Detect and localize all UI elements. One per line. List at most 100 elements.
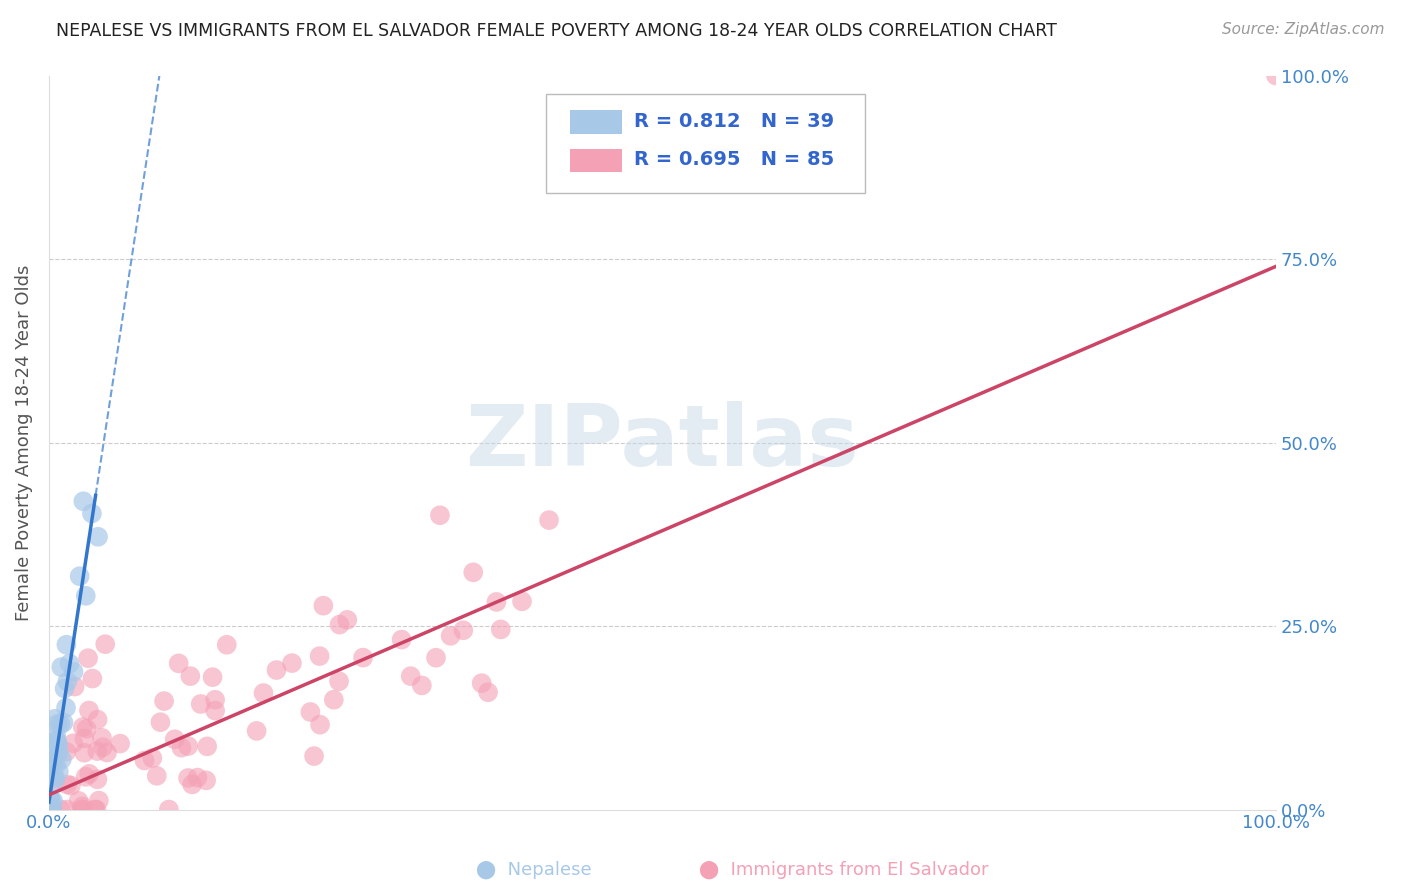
Point (45, 733, 67, 747)
Point (39, 792, 62, 806)
Point (58, 657, 80, 671)
Point (167, 657, 190, 671)
Point (510, 594, 533, 608)
Point (157, 803, 180, 817)
Point (48, 746, 70, 760)
Point (252, 686, 274, 700)
Point (53, 681, 76, 696)
Point (91, 731, 114, 745)
Point (215, 638, 238, 652)
Point (62, 736, 84, 750)
Point (39, 803, 62, 817)
Point (41, 803, 63, 817)
FancyBboxPatch shape (546, 94, 865, 193)
Text: R = 0.695   N = 85: R = 0.695 N = 85 (634, 151, 835, 169)
Point (82, 672, 104, 686)
Point (177, 771, 200, 785)
Point (440, 629, 463, 643)
Point (63, 680, 86, 694)
Point (67, 794, 90, 808)
Point (195, 773, 218, 788)
Point (59, 779, 82, 793)
Point (177, 739, 200, 753)
Point (55, 638, 77, 652)
Point (485, 595, 508, 609)
Point (55, 700, 77, 714)
Point (86, 713, 108, 727)
Point (39, 792, 62, 806)
Text: ⬤  Immigrants from El Salvador: ⬤ Immigrants from El Salvador (699, 861, 988, 879)
Point (163, 732, 186, 747)
Point (328, 617, 350, 632)
Point (302, 749, 325, 764)
Point (134, 754, 156, 768)
Point (69, 569, 91, 583)
Point (72, 799, 94, 814)
Point (153, 694, 176, 708)
Point (45, 757, 67, 772)
Point (266, 663, 288, 677)
Text: NEPALESE VS IMMIGRANTS FROM EL SALVADOR FEMALE POVERTY AMONG 18-24 YEAR OLDS COR: NEPALESE VS IMMIGRANTS FROM EL SALVADOR … (56, 22, 1057, 40)
Point (309, 717, 332, 731)
Point (181, 777, 204, 791)
Point (328, 674, 350, 689)
Point (51, 752, 73, 766)
Point (49, 717, 72, 731)
Point (77, 704, 100, 718)
Text: ZIPatlas: ZIPatlas (465, 401, 859, 484)
Point (201, 670, 224, 684)
Point (41, 803, 63, 817)
Point (70, 803, 93, 817)
Point (72, 720, 94, 734)
Text: R = 0.812   N = 39: R = 0.812 N = 39 (634, 112, 834, 130)
Point (336, 613, 359, 627)
Point (146, 769, 169, 783)
Point (76, 722, 98, 736)
Point (108, 737, 131, 751)
Point (322, 692, 344, 706)
Point (39, 800, 62, 814)
Point (46, 734, 69, 748)
Point (1265, 69, 1288, 83)
Point (463, 566, 485, 580)
FancyBboxPatch shape (571, 110, 621, 134)
Point (56, 674, 79, 689)
Point (86, 772, 108, 787)
Point (80, 507, 103, 521)
Point (42, 794, 65, 808)
Point (299, 705, 322, 719)
Point (312, 599, 335, 613)
Point (49, 803, 72, 817)
Point (46, 716, 69, 731)
Point (72, 803, 94, 817)
Point (149, 715, 172, 730)
Y-axis label: Female Poverty Among 18-24 Year Olds: Female Poverty Among 18-24 Year Olds (15, 264, 32, 621)
Point (41, 803, 63, 817)
Text: Source: ZipAtlas.com: Source: ZipAtlas.com (1222, 22, 1385, 37)
Point (44, 772, 66, 787)
Point (477, 685, 499, 699)
Point (51, 660, 73, 674)
Point (87, 530, 110, 544)
Point (62, 665, 84, 679)
Point (42, 773, 65, 788)
Point (42, 752, 65, 766)
Point (195, 739, 218, 754)
Point (83, 803, 105, 817)
Point (281, 656, 304, 670)
Point (72, 494, 94, 508)
Point (429, 508, 451, 523)
Point (56, 803, 79, 817)
Point (489, 623, 512, 637)
Point (38, 745, 60, 759)
Text: ⬤  Nepalese: ⬤ Nepalese (477, 861, 592, 879)
Point (179, 669, 201, 683)
Point (38, 803, 60, 817)
Point (86, 803, 108, 817)
Point (73, 746, 96, 760)
Point (141, 751, 163, 765)
Point (39, 803, 62, 817)
Point (41, 803, 63, 817)
Point (73, 731, 96, 746)
Point (75, 589, 97, 603)
